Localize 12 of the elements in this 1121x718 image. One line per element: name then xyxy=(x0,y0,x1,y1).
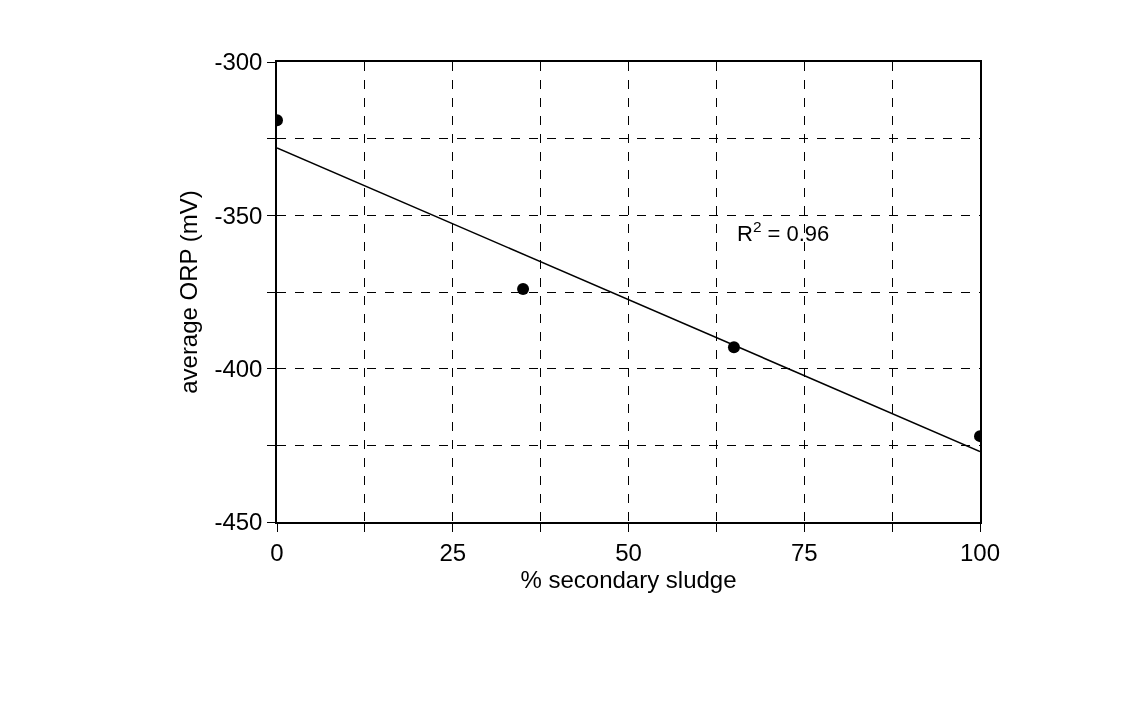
x-tick-label: 100 xyxy=(959,538,1001,566)
x-tick-label: 0 xyxy=(270,538,284,566)
y-axis-title: average ORP (mV) xyxy=(175,190,202,394)
y-tick-label: -350 xyxy=(214,201,263,229)
annotation: R$^{2}$ = 0.96 xyxy=(737,218,830,247)
x-tick-label: 75 xyxy=(790,538,818,566)
y-tick-label: -300 xyxy=(214,48,263,76)
y-tick-label: -400 xyxy=(214,355,263,383)
y-tick-label: -450 xyxy=(214,508,263,536)
x-tick-label: 25 xyxy=(439,538,467,566)
x-axis-title: % secondary sludge xyxy=(520,565,737,593)
x-tick-label: 50 xyxy=(615,538,642,566)
